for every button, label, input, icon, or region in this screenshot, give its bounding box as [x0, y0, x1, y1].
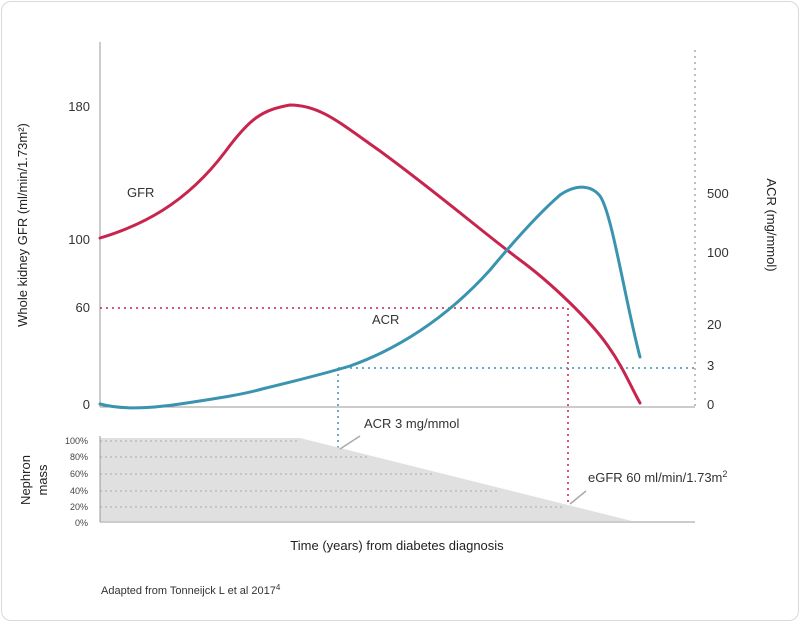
left-tick-60: 60 — [76, 300, 90, 315]
left-tick-180: 180 — [68, 99, 90, 114]
source-superscript: 4 — [276, 583, 281, 592]
x-axis-label: Time (years) from diabetes diagnosis — [290, 538, 504, 553]
source-citation: Adapted from Tonneijck L et al 20174 — [101, 583, 281, 597]
acr-threshold-annotation: ACR 3 mg/mmol — [364, 416, 459, 431]
egfr-threshold-annotation: eGFR 60 ml/min/1.73m2 — [588, 469, 727, 485]
acr-series-line — [98, 185, 642, 410]
gfr-series-line — [98, 103, 642, 405]
nephron-label-line2: mass — [35, 464, 50, 496]
gfr-series-label: GFR — [127, 185, 154, 200]
left-axis-label: Whole kidney GFR (ml/min/1.73m²) — [15, 123, 30, 327]
right-tick-500: 500 — [707, 186, 729, 201]
source-text: Adapted from Tonneijck L et al 2017 — [101, 585, 276, 597]
nephron-tick-80: 80% — [70, 452, 88, 462]
nephron-label-line1: Nephron — [18, 455, 33, 505]
left-tick-0: 0 — [83, 397, 90, 412]
nephron-mass-area — [100, 438, 632, 521]
right-axis-label: ACR (mg/mmol) — [764, 178, 779, 271]
right-tick-20: 20 — [707, 317, 721, 332]
nephron-gridlines — [100, 440, 565, 508]
right-tick-100: 100 — [707, 245, 729, 260]
left-tick-100: 100 — [68, 232, 90, 247]
right-tick-0: 0 — [707, 397, 714, 412]
egfr-callout-pointer — [569, 490, 587, 505]
nephron-tick-60: 60% — [70, 469, 88, 479]
nephron-tick-100: 100% — [65, 436, 88, 446]
nephron-tick-20: 20% — [70, 502, 88, 512]
acr-callout-pointer — [339, 435, 361, 450]
egfr-threshold-text: eGFR 60 ml/min/1.73m — [588, 470, 722, 485]
egfr-threshold-superscript: 2 — [722, 469, 727, 479]
nephron-tick-0: 0% — [75, 518, 88, 528]
right-tick-3: 3 — [707, 358, 714, 373]
acr-series-label: ACR — [372, 312, 399, 327]
nephron-tick-40: 40% — [70, 486, 88, 496]
